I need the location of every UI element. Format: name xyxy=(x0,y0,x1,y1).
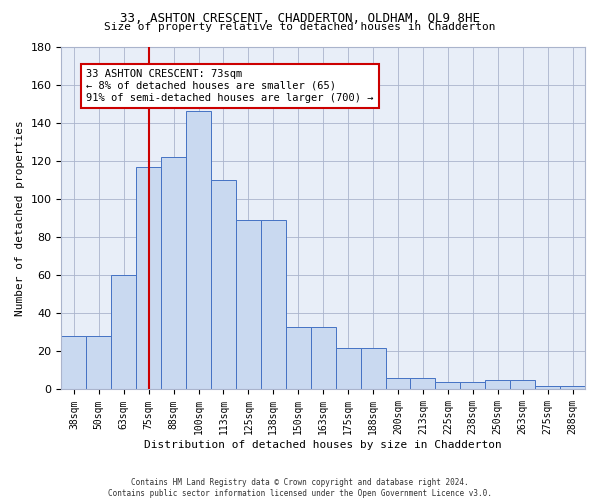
Text: Size of property relative to detached houses in Chadderton: Size of property relative to detached ho… xyxy=(104,22,496,32)
Text: Contains HM Land Registry data © Crown copyright and database right 2024.
Contai: Contains HM Land Registry data © Crown c… xyxy=(108,478,492,498)
Y-axis label: Number of detached properties: Number of detached properties xyxy=(15,120,25,316)
Bar xyxy=(535,386,560,390)
Bar xyxy=(86,336,111,390)
Bar xyxy=(236,220,261,390)
Bar xyxy=(560,386,585,390)
Bar xyxy=(286,326,311,390)
Bar xyxy=(311,326,335,390)
Bar xyxy=(361,348,386,390)
Bar xyxy=(460,382,485,390)
Bar xyxy=(510,380,535,390)
Bar xyxy=(61,336,86,390)
Bar xyxy=(485,380,510,390)
Text: 33, ASHTON CRESCENT, CHADDERTON, OLDHAM, OL9 8HE: 33, ASHTON CRESCENT, CHADDERTON, OLDHAM,… xyxy=(120,12,480,26)
Bar xyxy=(136,166,161,390)
Bar xyxy=(410,378,436,390)
Bar xyxy=(335,348,361,390)
Bar xyxy=(161,157,186,390)
Bar xyxy=(211,180,236,390)
Bar xyxy=(261,220,286,390)
Text: 33 ASHTON CRESCENT: 73sqm
← 8% of detached houses are smaller (65)
91% of semi-d: 33 ASHTON CRESCENT: 73sqm ← 8% of detach… xyxy=(86,70,374,102)
Bar xyxy=(186,112,211,390)
Bar xyxy=(386,378,410,390)
X-axis label: Distribution of detached houses by size in Chadderton: Distribution of detached houses by size … xyxy=(145,440,502,450)
Bar xyxy=(111,275,136,390)
Bar xyxy=(436,382,460,390)
